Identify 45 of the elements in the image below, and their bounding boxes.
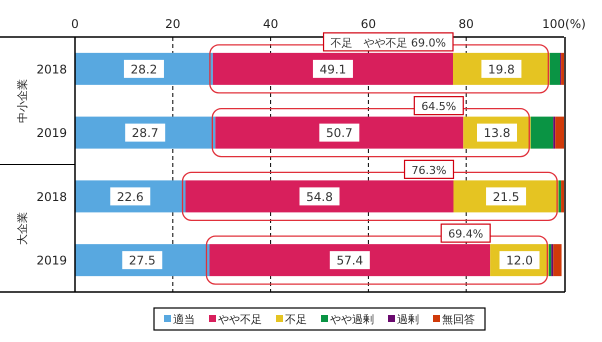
bar bbox=[209, 244, 490, 276]
annotation: 64.5% bbox=[421, 100, 456, 114]
bar bbox=[215, 116, 464, 149]
data-label: 19.8 bbox=[488, 62, 515, 76]
data-label: 21.5 bbox=[492, 190, 520, 204]
x-tick-label: 80 bbox=[458, 17, 474, 31]
bar bbox=[553, 244, 562, 276]
data-label: 28.2 bbox=[130, 62, 158, 76]
annotation: 76.3% bbox=[412, 164, 446, 177]
data-label: 28.7 bbox=[132, 126, 159, 140]
legend-label: 適当 bbox=[173, 313, 195, 326]
text: 大企業 bbox=[16, 212, 29, 245]
legend-label: やや不足 bbox=[218, 313, 262, 326]
bar bbox=[555, 116, 564, 149]
data-label: 49.1 bbox=[320, 62, 346, 76]
bar bbox=[550, 52, 560, 85]
data-label: 50.7 bbox=[326, 126, 353, 140]
bar bbox=[548, 244, 552, 276]
x-tick-label: 20 bbox=[165, 17, 180, 31]
text: 中小企業 bbox=[16, 78, 29, 123]
bar bbox=[186, 180, 454, 212]
annotation: 69.4% bbox=[448, 228, 484, 241]
y-tick-label: 2018 bbox=[36, 62, 67, 76]
annotation: 不足 やや不足 69.0% bbox=[330, 36, 446, 50]
legend-label: やや過剰 bbox=[330, 313, 374, 326]
x-tick-label: 40 bbox=[262, 17, 278, 31]
data-label: 57.4 bbox=[336, 254, 364, 268]
x-tick-label: 100(%) bbox=[542, 17, 586, 31]
legend-label: 無回答 bbox=[442, 313, 475, 326]
data-label: 22.6 bbox=[116, 190, 144, 204]
data-label: 27.5 bbox=[128, 254, 156, 268]
y-tick-label: 2019 bbox=[36, 254, 67, 268]
legend-label: 不足 bbox=[285, 313, 307, 326]
y-tick-label: 2018 bbox=[36, 190, 67, 204]
x-tick-label: 60 bbox=[360, 17, 376, 31]
legend-label: 過剰 bbox=[397, 313, 419, 326]
bar bbox=[561, 180, 564, 212]
bar bbox=[558, 180, 562, 212]
data-label: 13.8 bbox=[484, 126, 510, 140]
bar bbox=[530, 116, 554, 149]
bar bbox=[561, 52, 564, 85]
data-label: 12.0 bbox=[506, 254, 533, 268]
y-tick-label: 2019 bbox=[36, 126, 67, 140]
data-label: 54.8 bbox=[306, 190, 333, 204]
x-tick-label: 0 bbox=[71, 17, 79, 31]
